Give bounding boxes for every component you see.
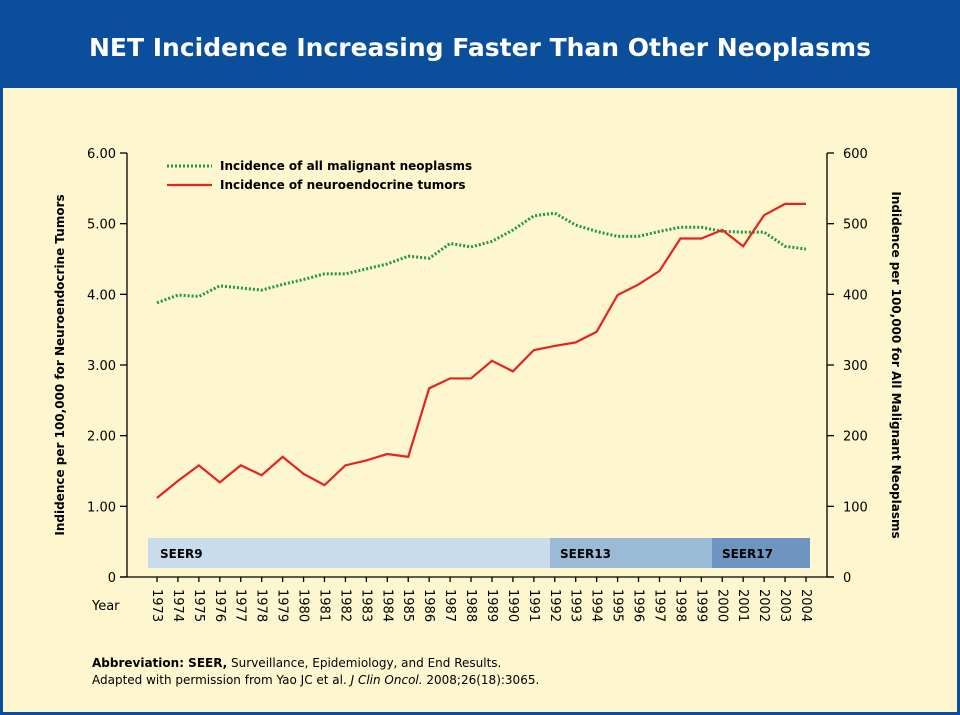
x-tick-label: 1996 (631, 589, 646, 622)
y-tick-label: 1.00 (87, 500, 116, 515)
x-tick-label: 2001 (735, 589, 750, 622)
footnote-text: Surveillance, Epidemiology, and End Resu… (227, 656, 501, 670)
x-axis-label: Year (91, 599, 120, 614)
y-tick-label: 4.00 (87, 288, 116, 303)
x-tick-label: 1989 (484, 589, 499, 622)
footnote: Adapted with permission from Yao JC et a… (92, 673, 539, 687)
x-tick-label: 2003 (777, 589, 792, 622)
x-tick-label: 1973 (149, 589, 164, 622)
footnote-text: Adapted with permission from Yao JC et a… (92, 673, 351, 687)
x-tick-label: 1978 (254, 589, 269, 622)
y-tick-label: 3.00 (87, 359, 116, 374)
y2-tick-label: 100 (843, 500, 868, 515)
y2-tick-label: 0 (843, 571, 851, 586)
x-tick-label: 1974 (170, 589, 185, 622)
x-tick-label: 1985 (400, 589, 415, 622)
x-tick-label: 1990 (505, 589, 520, 622)
x-tick-label: 1979 (275, 589, 290, 622)
footnote-italic: J Clin Oncol. (349, 673, 423, 687)
seer-label: SEER17 (722, 547, 773, 561)
x-tick-label: 1980 (296, 589, 311, 622)
series-line (156, 202, 806, 499)
chart-title: NET Incidence Increasing Faster Than Oth… (89, 33, 871, 62)
x-tick-label: 1987 (442, 589, 457, 622)
x-tick-label: 1984 (379, 589, 394, 622)
header (0, 0, 960, 88)
legend-label: Incidence of all malignant neoplasms (220, 159, 472, 173)
seer-label: SEER9 (160, 547, 203, 561)
x-tick-label: 1991 (526, 589, 541, 622)
x-tick-label: 1981 (316, 589, 331, 622)
y2-tick-label: 300 (843, 359, 868, 374)
x-tick-label: 2000 (714, 589, 729, 622)
y2-tick-label: 200 (843, 430, 868, 445)
seer-label: SEER13 (560, 547, 611, 561)
x-tick-label: 1983 (358, 589, 373, 622)
seer-band (712, 538, 810, 568)
footnote-bold: Abbreviation: SEER, (92, 656, 227, 670)
x-tick-label: 1997 (651, 589, 666, 622)
x-tick-label: 2002 (756, 589, 771, 622)
y-tick-label: 2.00 (87, 430, 116, 445)
x-tick-label: 1992 (547, 589, 562, 622)
y2-axis-label: Indidence per 100,000 for All Malignant … (889, 191, 903, 538)
x-tick-label: 1995 (610, 589, 625, 622)
seer-band (148, 538, 550, 568)
legend-label: Incidence of neuroendocrine tumors (220, 178, 466, 192)
x-tick-label: 2004 (798, 589, 813, 622)
x-tick-label: 1998 (672, 589, 687, 622)
y2-tick-label: 400 (843, 288, 868, 303)
y-axis-label: Indidence per 100,000 for Neuroendocrine… (53, 194, 67, 535)
seer-band (550, 538, 712, 568)
y2-tick-label: 500 (843, 218, 868, 233)
x-tick-label: 1982 (337, 589, 352, 622)
y2-tick-label: 600 (843, 147, 868, 162)
x-tick-label: 1988 (463, 589, 478, 622)
x-tick-label: 1975 (191, 589, 206, 622)
x-tick-label: 1977 (233, 589, 248, 622)
x-tick-label: 1976 (212, 589, 227, 622)
y-tick-label: 0 (108, 571, 116, 586)
series-line (156, 211, 807, 305)
x-tick-label: 1986 (421, 589, 436, 622)
x-tick-label: 1993 (568, 589, 583, 622)
footnote: Abbreviation: SEER, Surveillance, Epidem… (92, 656, 501, 670)
footnote-text: 2008;26(18):3065. (423, 673, 540, 687)
y-tick-label: 5.00 (87, 218, 116, 233)
x-tick-label: 1999 (693, 589, 708, 622)
y-tick-label: 6.00 (87, 147, 116, 162)
x-tick-label: 1994 (589, 589, 604, 622)
